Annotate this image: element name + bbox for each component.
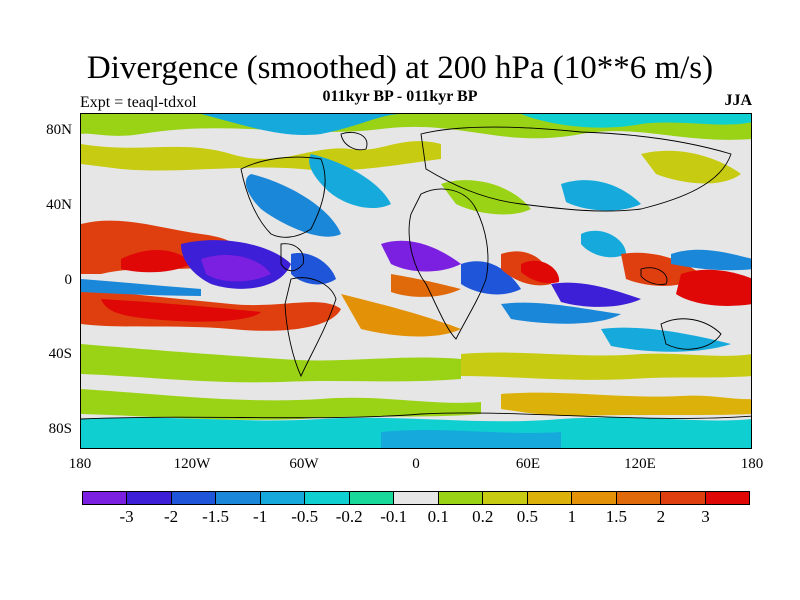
colorbar-swatch xyxy=(83,492,128,504)
colorbar-label: 0.1 xyxy=(427,507,449,526)
colorbar-label: 2 xyxy=(656,507,666,526)
lon-tick-label: 120W xyxy=(173,456,211,472)
colorbar-label: -1.5 xyxy=(202,507,230,526)
colorbar-label: -0.1 xyxy=(380,507,408,526)
lon-tick-label: 180 xyxy=(740,456,764,472)
lat-tick-label: 40N xyxy=(46,197,72,213)
experiment-label: Expt = teaql-tdxol xyxy=(80,94,197,111)
lon-tick-label: 180 xyxy=(68,456,92,472)
lat-tick-label: 0 xyxy=(64,272,73,288)
colorbar-label: 0.5 xyxy=(516,507,538,526)
colorbar-swatch xyxy=(527,492,573,504)
divergence-field-map xyxy=(81,114,751,448)
colorbar-swatch xyxy=(349,492,395,504)
colorbar-label: -0.2 xyxy=(335,507,363,526)
colorbar-swatch xyxy=(572,492,617,504)
colorbar-swatch xyxy=(260,492,306,504)
lon-tick-label: 120E xyxy=(624,456,656,472)
colorbar-label: 3 xyxy=(701,507,710,526)
colorbar xyxy=(82,491,750,505)
colorbar-label: 1 xyxy=(567,507,577,526)
contour-fill-layer xyxy=(81,114,751,448)
colorbar-label: -0.5 xyxy=(291,507,319,526)
colorbar-label: -2 xyxy=(163,507,179,526)
colorbar-label: 1.5 xyxy=(605,507,628,526)
colorbar-label: -1 xyxy=(253,507,268,526)
colorbar-swatch xyxy=(127,492,172,504)
colorbar-swatch xyxy=(705,492,750,504)
colorbar-label: -3 xyxy=(119,507,134,526)
season-label: JJA xyxy=(724,92,752,109)
colorbar-swatch xyxy=(394,492,439,504)
lon-tick-label: 0 xyxy=(412,456,420,472)
colorbar-swatch xyxy=(305,492,350,504)
colorbar-swatch xyxy=(661,492,706,504)
lat-tick-label: 40S xyxy=(48,346,72,362)
colorbar-swatch xyxy=(438,492,484,504)
colorbar-swatch xyxy=(616,492,662,504)
lat-tick-label: 80N xyxy=(46,122,72,138)
chart-title: Divergence (smoothed) at 200 hPa (10**6 … xyxy=(86,50,714,86)
colorbar-swatch xyxy=(483,492,528,504)
lat-tick-label: 80S xyxy=(48,421,72,437)
coastlines xyxy=(81,126,751,420)
map-panel xyxy=(80,113,752,449)
colorbar-swatch xyxy=(171,492,217,504)
lon-tick-label: 60E xyxy=(515,456,541,472)
chart-subtitle: 011kyr BP - 011kyr BP xyxy=(322,88,478,105)
colorbar-label: 0.2 xyxy=(472,507,494,526)
lon-tick-label: 60W xyxy=(289,456,319,472)
colorbar-swatch xyxy=(216,492,261,504)
